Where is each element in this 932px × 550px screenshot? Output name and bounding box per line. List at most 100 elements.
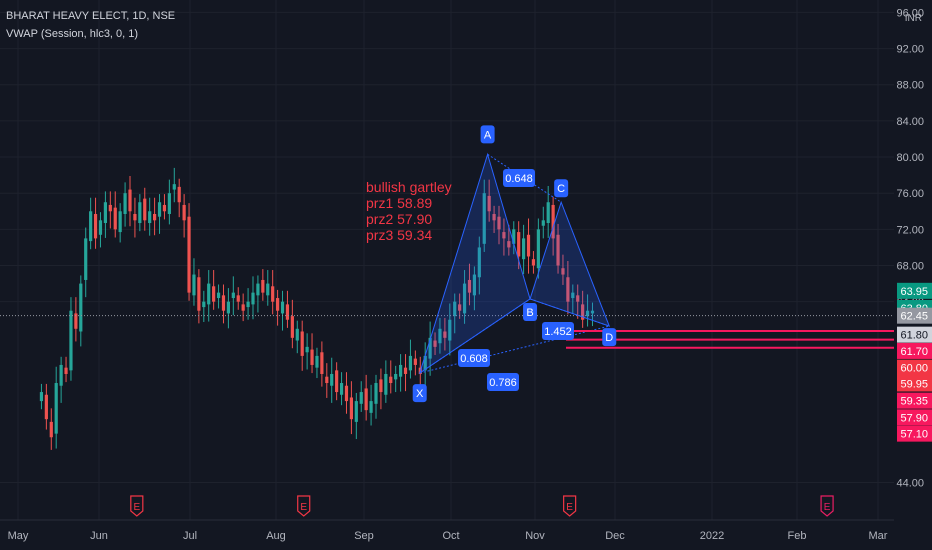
price-axis[interactable]: 96.00 92.00 88.00 84.00 80.00 76.00 72.00 68.00… (894, 0, 932, 550)
candle-body (197, 277, 201, 311)
candle-body (335, 370, 339, 393)
currency-label: INR (905, 13, 922, 24)
price-tick-label: 96.00 (896, 7, 924, 19)
candle-body (79, 283, 83, 332)
candle-body (123, 193, 127, 214)
candle-body (143, 198, 147, 221)
ratio-label-box (487, 373, 519, 391)
symbol-title: BHARAT HEAVY ELECT, 1D, NSE (6, 10, 176, 22)
price-badge-label: 59.95 (900, 378, 928, 390)
earnings-marker-label: E (133, 502, 140, 513)
annotation-text: bullish gartley (366, 179, 452, 195)
candle-body (59, 364, 63, 386)
candle-body (576, 295, 580, 302)
candle-body (541, 220, 545, 226)
candle-body (221, 295, 226, 311)
candle-body (167, 193, 171, 214)
price-badge (897, 392, 932, 409)
candle-body (251, 292, 255, 305)
candle-body (231, 292, 235, 299)
candle-body (546, 202, 550, 224)
time-tick-label: Jul (183, 530, 197, 542)
price-badge-label: 57.10 (900, 429, 928, 441)
time-axis[interactable]: May Jun Jul Aug Sep Oct Nov Dec 2022 Feb Mar (0, 519, 894, 542)
candle-body (487, 195, 491, 212)
candle-body (89, 211, 93, 242)
price-tick-label: 44.00 (896, 477, 924, 489)
point-label-X: X (416, 388, 424, 400)
candle-body (44, 394, 48, 420)
candle-body (433, 340, 437, 347)
candle-body (98, 220, 103, 235)
prz-levels (566, 330, 894, 349)
candle-body (226, 301, 230, 314)
candle-body (256, 283, 260, 296)
candle-body (325, 376, 329, 384)
candle-body (241, 304, 245, 311)
candle-body (581, 304, 585, 320)
ratio-label-box (542, 322, 574, 340)
candle-body (172, 184, 176, 190)
candle-body (364, 388, 368, 411)
point-label-B: B (526, 307, 533, 319)
candle-body (153, 213, 157, 221)
ratio-label-box (503, 169, 535, 187)
time-tick-label: Jun (90, 530, 108, 542)
candle-body (497, 216, 501, 230)
candle-body (236, 295, 240, 302)
candle-body (305, 346, 309, 353)
point-label-A: A (484, 129, 492, 141)
candle-body (49, 421, 53, 438)
candle-body (344, 385, 349, 402)
candle-body (561, 268, 565, 275)
price-tick-label: 76.00 (896, 188, 924, 200)
candle-body (374, 383, 378, 404)
candle-body (212, 286, 216, 302)
candle-body (103, 202, 107, 224)
price-tick-label: 92.00 (896, 44, 924, 56)
price-badge-label: 62.45 (900, 311, 928, 323)
candle-body (354, 401, 358, 422)
point-label-box (602, 328, 617, 347)
price-badge (897, 375, 932, 392)
candle-body (246, 301, 250, 308)
candle-body (290, 316, 294, 338)
earnings-marker-label: E (566, 502, 573, 513)
price-tick-label: 80.00 (896, 152, 924, 164)
price-badge (897, 282, 932, 299)
candle-body (551, 204, 555, 239)
price-badge-label: 63.95 (900, 286, 928, 298)
ratio-label: 1.452 (544, 326, 572, 338)
price-badge (897, 409, 932, 426)
candle-body (295, 328, 299, 341)
candle-body (482, 193, 486, 244)
point-label-box (523, 302, 538, 321)
candle-body (285, 304, 290, 320)
candle-body (54, 383, 58, 434)
candle-body (512, 229, 516, 244)
time-tick-label: Oct (442, 530, 459, 542)
candle-body (389, 376, 393, 384)
price-badge (897, 307, 932, 324)
candle-body (522, 238, 526, 260)
price-badge-label: 59.35 (900, 396, 928, 408)
candle-body (207, 283, 211, 305)
candle-body (69, 310, 73, 371)
candle-body (182, 204, 186, 221)
time-tick-label: Sep (354, 530, 374, 542)
candle-body (502, 232, 506, 239)
candle-body (84, 238, 88, 280)
candle-body (453, 301, 457, 317)
candle-body (177, 186, 181, 203)
candle-body (369, 401, 373, 413)
candle-body (477, 247, 481, 278)
indicator-legend: VWAP (Session, hlc3, 0, 1) (6, 28, 139, 40)
ratio-label: 0.608 (460, 353, 488, 365)
candle-body (458, 304, 462, 311)
candle-body (280, 301, 285, 314)
pattern-ratio-line (529, 298, 610, 327)
grid (0, 0, 894, 520)
candle-body (266, 283, 270, 296)
